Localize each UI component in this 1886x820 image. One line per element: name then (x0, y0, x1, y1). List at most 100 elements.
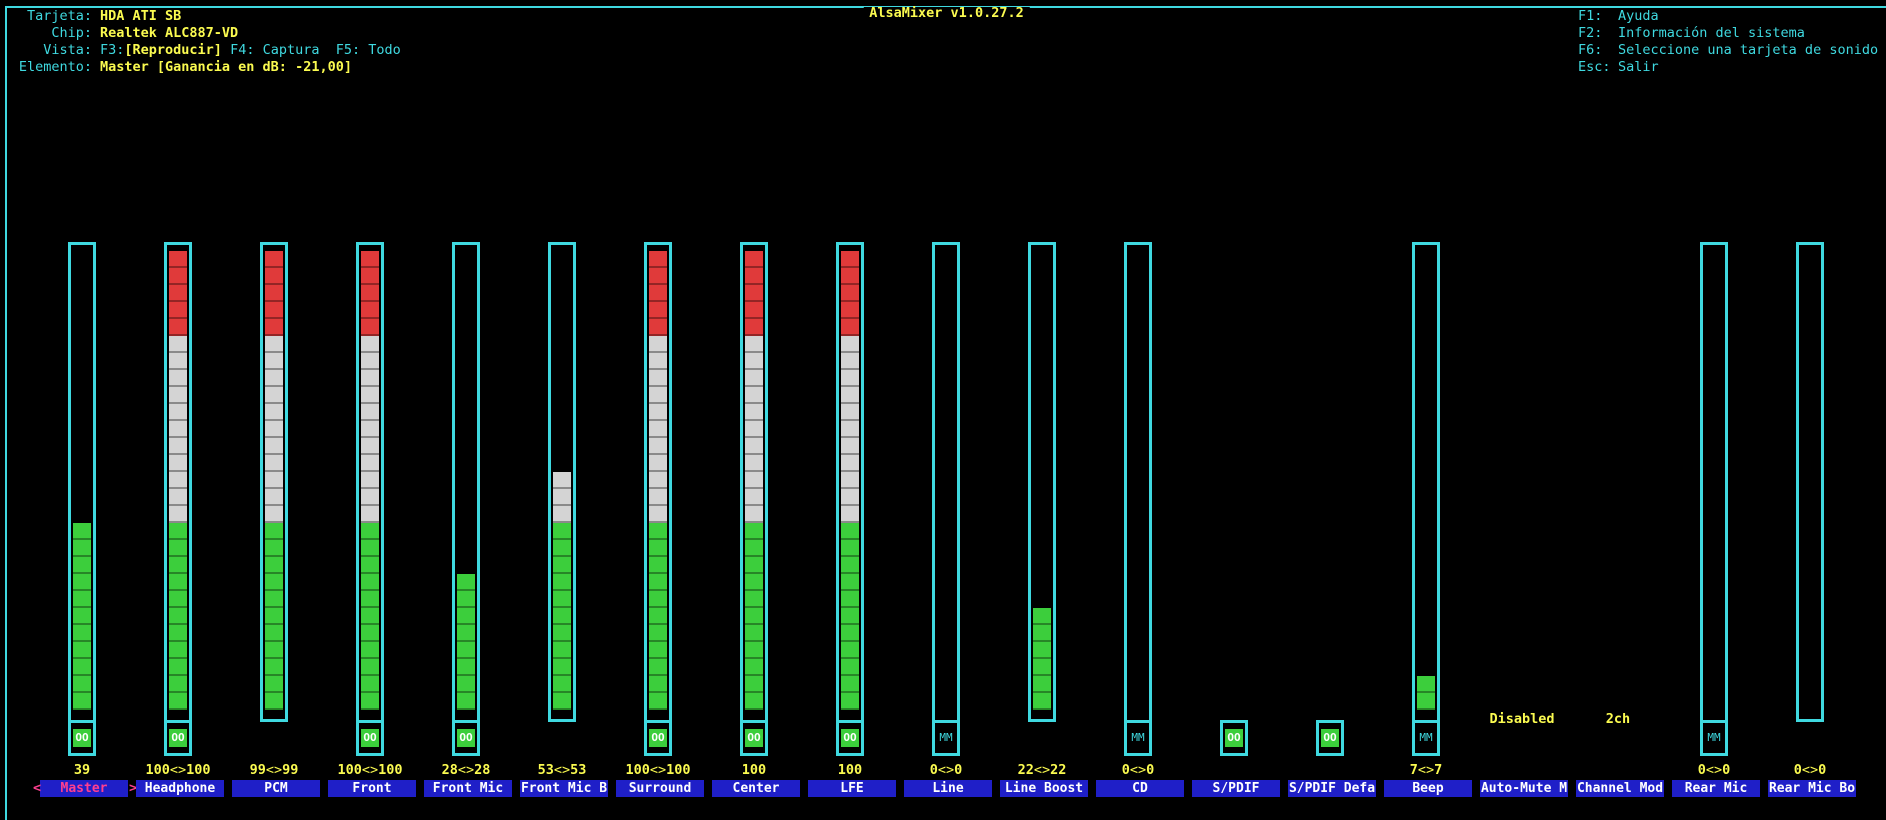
mute-toggle[interactable]: OO (1316, 720, 1344, 756)
mute-toggle[interactable]: OO (1220, 720, 1248, 756)
enum-value: 2ch (1605, 711, 1631, 727)
view-playback[interactable]: [Reproducir] (124, 42, 222, 58)
mixer-channel[interactable]: OO S/PDIF (1186, 0, 1282, 820)
mixer-channel[interactable]: 99<>99 PCM (226, 0, 322, 820)
channel-name[interactable]: CD (1096, 780, 1184, 797)
mixer-channel[interactable]: OO 100<>100 Headphone (130, 0, 226, 820)
volume-segment (649, 676, 667, 693)
volume-slider[interactable] (740, 242, 768, 756)
channel-name[interactable]: Front Mic (424, 780, 512, 797)
volume-segment (841, 387, 859, 404)
channel-name[interactable]: S/PDIF (1192, 780, 1280, 797)
volume-segment (265, 676, 283, 693)
mixer-channel[interactable]: OO 100<>100 Front (322, 0, 418, 820)
mute-toggle[interactable]: OO (356, 720, 384, 756)
mixer-channel[interactable]: OO 100 LFE (802, 0, 898, 820)
volume-segment (745, 370, 763, 387)
channel-name[interactable]: Line (904, 780, 992, 797)
channel-name[interactable]: Auto-Mute M (1480, 780, 1568, 797)
mute-toggle[interactable]: MM (1412, 720, 1440, 756)
volume-slider[interactable] (452, 242, 480, 756)
volume-slider[interactable] (1028, 242, 1056, 722)
mixer-channel[interactable]: MM 0<>0 Rear Mic (1666, 0, 1762, 820)
mute-toggle[interactable]: OO (452, 720, 480, 756)
value-separator: <> (1417, 762, 1435, 778)
volume-segment (649, 625, 667, 642)
view-capture[interactable]: F4: Captura (221, 42, 320, 58)
help-row[interactable]: Esc: Salir (1578, 59, 1878, 76)
channel-name[interactable]: Rear Mic Bo (1768, 780, 1856, 797)
volume-slider[interactable] (68, 242, 96, 756)
mixer-channel[interactable]: OO 39 Master < > (33, 0, 137, 820)
volume-slider[interactable] (644, 242, 672, 756)
volume-slider[interactable] (1412, 242, 1440, 756)
mixer-channel[interactable]: OO 28<>28 Front Mic (418, 0, 514, 820)
volume-slider[interactable] (1124, 242, 1152, 756)
channel-name[interactable]: Center (712, 780, 800, 797)
mute-toggle[interactable]: OO (740, 720, 768, 756)
volume-segment (841, 302, 859, 319)
channel-name[interactable]: Master (40, 780, 128, 797)
mixer-channel[interactable]: 22<>22 Line Boost (994, 0, 1090, 820)
unmuted-indicator: OO (1225, 729, 1243, 747)
volume-segment (361, 591, 379, 608)
volume-segment (169, 489, 187, 506)
volume-segment (553, 489, 571, 506)
help-text: Salir (1618, 59, 1659, 75)
mute-toggle[interactable]: MM (932, 720, 960, 756)
channel-name[interactable]: Headphone (136, 780, 224, 797)
help-row[interactable]: F1: Ayuda (1578, 8, 1878, 25)
mixer-channel[interactable]: 2ch Channel Mod (1570, 0, 1666, 820)
volume-segment (361, 540, 379, 557)
channel-name[interactable]: Line Boost (1000, 780, 1088, 797)
value-separator: <> (1705, 762, 1723, 778)
channel-name[interactable]: Surround (616, 780, 704, 797)
volume-slider[interactable] (1700, 242, 1728, 756)
mute-toggle[interactable]: OO (644, 720, 672, 756)
channel-name[interactable]: Front Mic B (520, 780, 608, 797)
mixer-channel[interactable]: Disabled Auto-Mute M (1474, 0, 1570, 820)
mixer-channel[interactable]: MM 0<>0 CD (1090, 0, 1186, 820)
unmuted-indicator: OO (361, 729, 379, 747)
channel-name[interactable]: Rear Mic (1672, 780, 1760, 797)
mute-toggle[interactable]: OO (164, 720, 192, 756)
view-all[interactable]: F5: Todo (319, 42, 401, 58)
channel-name[interactable]: Beep (1384, 780, 1472, 797)
unmuted-indicator: OO (457, 729, 475, 747)
volume-segment (841, 591, 859, 608)
mute-toggle[interactable]: MM (1124, 720, 1152, 756)
volume-value: 28<>28 (441, 762, 491, 778)
volume-segment (169, 251, 187, 268)
volume-segment (169, 676, 187, 693)
volume-slider[interactable] (548, 242, 576, 722)
volume-segment (553, 608, 571, 625)
mute-toggle[interactable]: OO (68, 720, 96, 756)
mixer-channel[interactable]: OO 100<>100 Surround (610, 0, 706, 820)
volume-segment (745, 438, 763, 455)
mixer-channel[interactable]: 0<>0 Rear Mic Bo (1762, 0, 1858, 820)
volume-slider[interactable] (1796, 242, 1824, 722)
channel-name[interactable]: S/PDIF Defa (1288, 780, 1376, 797)
help-row[interactable]: F2: Información del sistema (1578, 25, 1878, 42)
mixer-channel[interactable]: OO S/PDIF Defa (1282, 0, 1378, 820)
volume-segment (73, 591, 91, 608)
channel-name[interactable]: Channel Mod (1576, 780, 1664, 797)
volume-segment (457, 625, 475, 642)
help-row[interactable]: F6: Seleccione una tarjeta de sonido (1578, 42, 1878, 59)
channel-name[interactable]: Front (328, 780, 416, 797)
mute-toggle[interactable]: MM (1700, 720, 1728, 756)
channel-name[interactable]: PCM (232, 780, 320, 797)
volume-slider[interactable] (356, 242, 384, 756)
mute-toggle[interactable]: OO (836, 720, 864, 756)
mixer-channel[interactable]: OO 100 Center (706, 0, 802, 820)
mixer-channel[interactable]: MM 7<>7 Beep (1378, 0, 1474, 820)
mixer-channel[interactable]: MM 0<>0 Line (898, 0, 994, 820)
volume-segment (169, 285, 187, 302)
volume-slider[interactable] (260, 242, 288, 722)
volume-segment (265, 455, 283, 472)
channel-name[interactable]: LFE (808, 780, 896, 797)
volume-slider[interactable] (164, 242, 192, 756)
volume-slider[interactable] (932, 242, 960, 756)
mixer-channel[interactable]: 53<>53 Front Mic B (514, 0, 610, 820)
volume-slider[interactable] (836, 242, 864, 756)
